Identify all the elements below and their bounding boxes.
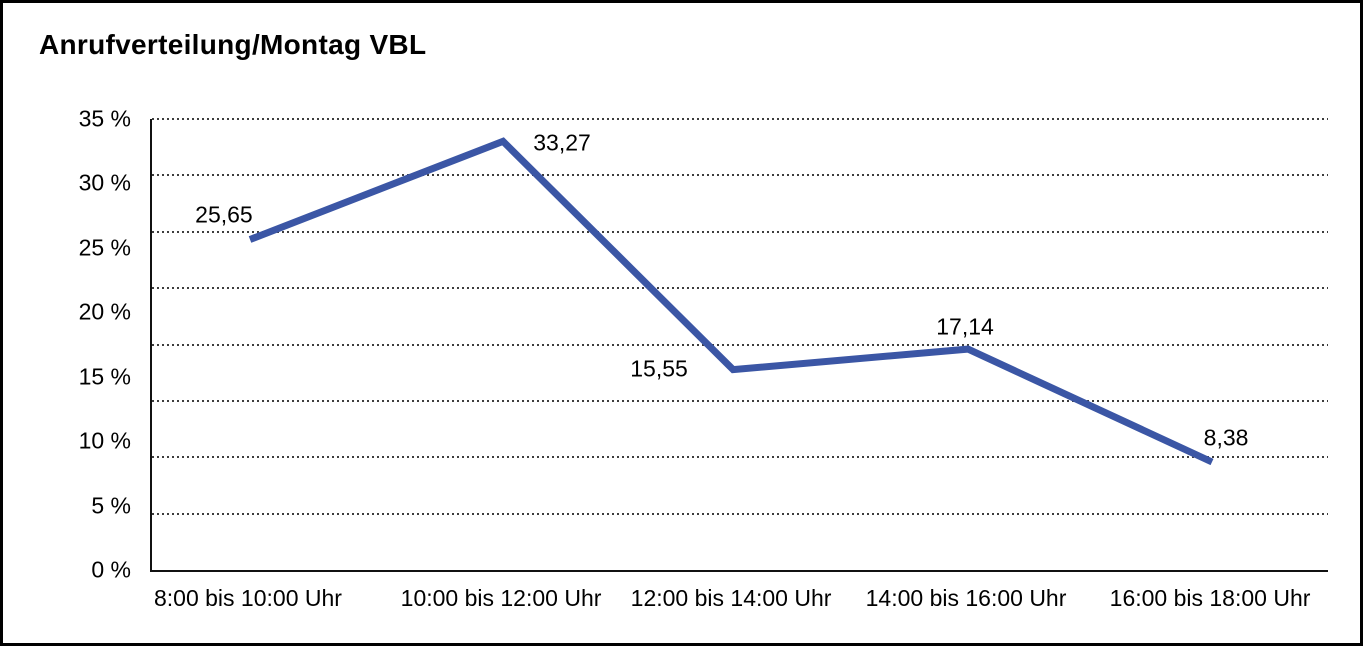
gridline: [152, 230, 1328, 233]
y-tick-label: 35 %: [78, 105, 131, 132]
chart-title: Anrufverteilung/Montag VBL: [39, 29, 427, 60]
data-line: [248, 137, 1214, 466]
data-point-label: 17,14: [936, 313, 994, 340]
y-tick-label: 15 %: [78, 363, 131, 390]
line-series-svg: [248, 137, 1214, 466]
gridline: [152, 456, 1328, 459]
x-category-label: 10:00 bis 12:00 Uhr: [400, 585, 602, 611]
x-axis: 8:00 bis 10:00 Uhr 10:00 bis 12:00 Uhr 12:…: [150, 585, 1326, 619]
data-point-label: 25,65: [195, 201, 253, 228]
plot-area: 25,65 33,27 15,55 17,14 8,38: [150, 118, 1328, 572]
x-category-label: 14:00 bis 16:00 Uhr: [865, 585, 1067, 611]
gridline: [152, 512, 1328, 515]
y-tick-label: 5 %: [91, 492, 131, 519]
data-point-label: 8,38: [1203, 424, 1249, 451]
y-tick-label: 20 %: [78, 298, 131, 325]
gridline: [152, 287, 1328, 290]
data-point-label: 15,55: [630, 355, 688, 382]
gridline: [152, 118, 1328, 120]
data-point-label: 33,27: [533, 129, 591, 156]
y-tick-label: 25 %: [78, 234, 131, 261]
y-tick-label: 0 %: [91, 556, 131, 583]
y-tick-label: 30 %: [78, 169, 131, 196]
x-category-label: 16:00 bis 18:00 Uhr: [1109, 585, 1311, 611]
y-axis: 35 % 30 % 25 % 20 % 15 % 10 % 5 % 0 %: [3, 106, 131, 583]
x-category-label: 12:00 bis 14:00 Uhr: [630, 585, 832, 611]
gridline: [152, 399, 1328, 402]
gridline: [152, 174, 1328, 177]
x-category-label: 8:00 bis 10:00 Uhr: [153, 585, 342, 611]
y-tick-label: 10 %: [78, 427, 131, 454]
gridline: [152, 343, 1328, 346]
